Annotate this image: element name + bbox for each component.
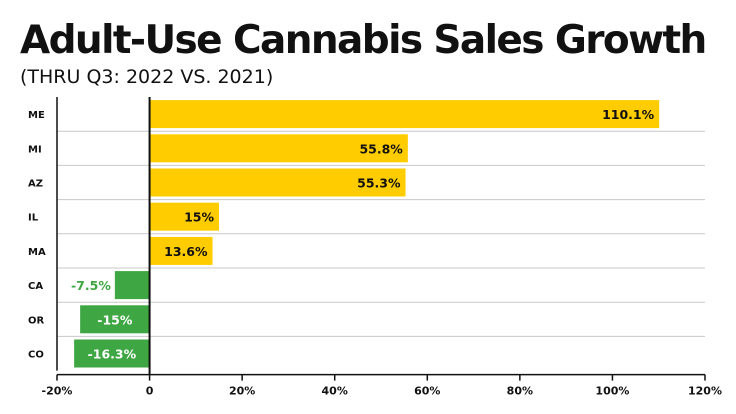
bar-me xyxy=(149,100,660,129)
x-tick-label: 20% xyxy=(229,385,255,398)
data-label: 15% xyxy=(184,210,214,225)
data-labels: 110.1% 55.8% 55.3% 15% 13.6% -7.5% -15% -16.3% xyxy=(71,107,655,361)
bars xyxy=(74,100,660,368)
data-label: -16.3% xyxy=(88,347,137,362)
bar-ma xyxy=(149,236,213,265)
category-label: ME xyxy=(28,110,45,121)
bar-co xyxy=(74,339,150,368)
x-tick-label: 80% xyxy=(507,385,533,398)
category-label: MA xyxy=(28,247,46,258)
x-tick-label: 100% xyxy=(595,385,629,398)
data-label: 13.6% xyxy=(164,244,208,259)
data-label: -7.5% xyxy=(71,278,111,293)
chart-subtitle: (THRU Q3: 2022 VS. 2021) xyxy=(20,66,274,88)
x-tick-label: 40% xyxy=(322,385,348,398)
bar-mi xyxy=(149,134,408,163)
x-tick-label: -20% xyxy=(42,385,73,398)
bar-or xyxy=(80,305,150,334)
x-tick-label: 60% xyxy=(414,385,440,398)
category-label: IL xyxy=(28,213,39,224)
x-tick-label: 120% xyxy=(688,385,722,398)
data-label: 55.3% xyxy=(357,176,401,191)
category-label: AZ xyxy=(28,179,43,190)
category-label: OR xyxy=(28,315,45,326)
bar-ca xyxy=(114,271,150,300)
category-label: CO xyxy=(28,350,44,361)
bar-az xyxy=(149,168,406,197)
category-label: MI xyxy=(28,144,42,155)
gridlines xyxy=(57,130,705,337)
data-label: 110.1% xyxy=(602,107,655,122)
x-tick-labels: -20% 0 20% 40% 60% 80% 100% 120% xyxy=(42,385,722,398)
category-label: CA xyxy=(28,281,43,292)
data-label: -15% xyxy=(97,312,133,327)
data-label: 55.8% xyxy=(359,141,403,156)
x-tick-label: 0 xyxy=(146,385,154,398)
bar-il xyxy=(149,202,219,231)
axes xyxy=(56,97,706,381)
category-labels: ME MI AZ IL MA CA OR CO xyxy=(28,110,46,360)
chart-title: Adult-Use Cannabis Sales Growth xyxy=(20,18,707,63)
